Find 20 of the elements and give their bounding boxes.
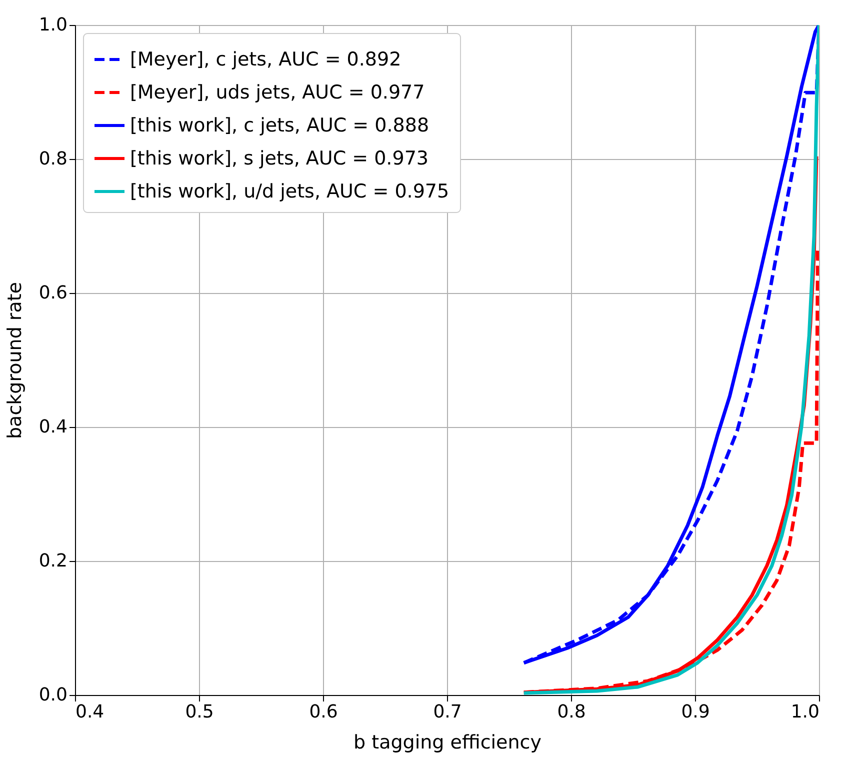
y-tick-label: 1.0: [38, 14, 68, 36]
legend-label: [this work], u/d jets, AUC = 0.975: [130, 180, 450, 202]
legend-label: [this work], s jets, AUC = 0.973: [130, 148, 428, 170]
x-tick-label: 0.7: [433, 702, 462, 722]
legend-label: [Meyer], c jets, AUC = 0.892: [130, 48, 402, 70]
x-tick-label: 1.0: [790, 702, 820, 722]
y-tick-label: 0.2: [38, 550, 68, 572]
y-tick-label: 0.0: [38, 684, 68, 706]
x-tick-label: 0.6: [309, 702, 338, 722]
y-tick-label: 0.8: [38, 148, 68, 170]
x-tick-label: 0.8: [557, 702, 586, 722]
x-tick-label: 0.9: [681, 702, 710, 722]
y-tick-label: 0.6: [38, 282, 68, 304]
x-tick-label: 0.5: [185, 702, 214, 722]
y-tick-label: 0.4: [38, 416, 68, 438]
legend-label: [this work], c jets, AUC = 0.888: [130, 114, 430, 136]
y-axis-title: background rate: [4, 282, 26, 440]
legend-label: [Meyer], uds jets, AUC = 0.977: [130, 82, 425, 104]
x-tick-label: 0.4: [76, 702, 104, 722]
x-axis-title: b tagging efficiency: [354, 732, 542, 754]
